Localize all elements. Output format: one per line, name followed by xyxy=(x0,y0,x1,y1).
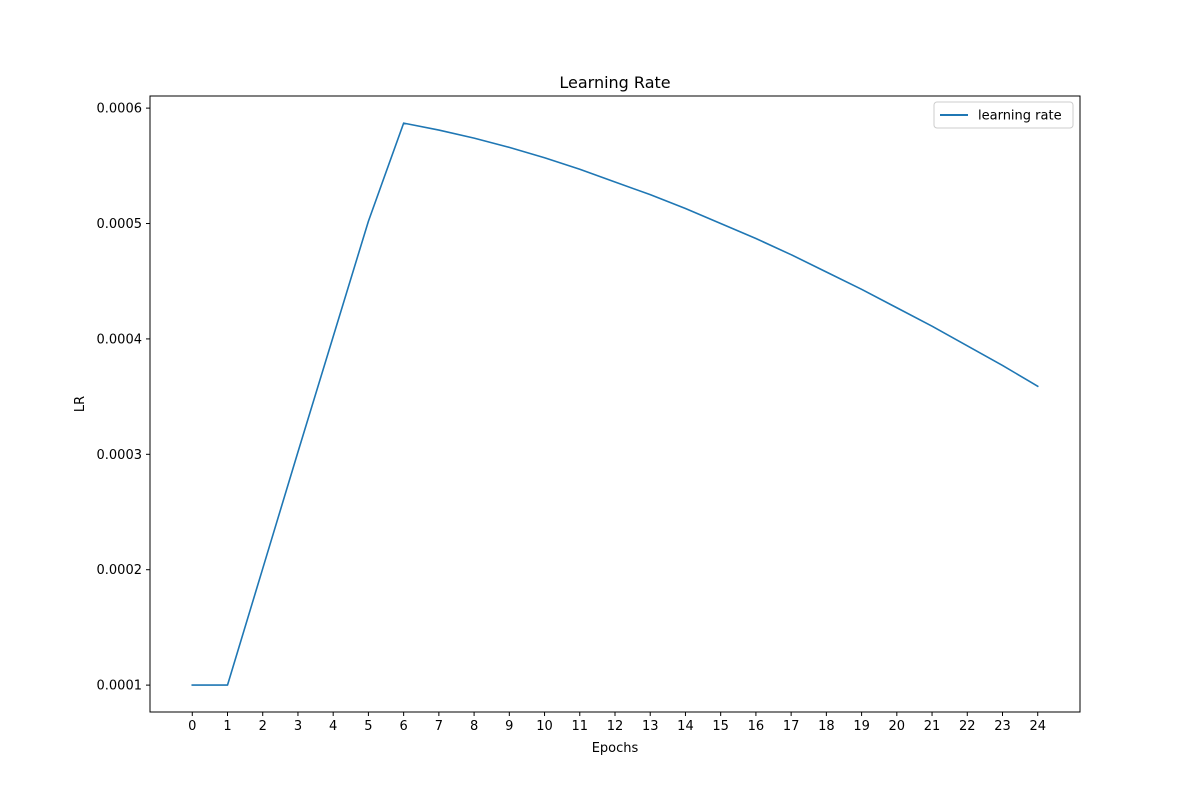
x-tick-label: 21 xyxy=(924,719,941,734)
x-tick-label: 7 xyxy=(435,719,443,734)
x-tick-label: 1 xyxy=(223,719,231,734)
y-tick-label: 0.0002 xyxy=(97,563,143,578)
x-tick-label: 22 xyxy=(959,719,976,734)
x-tick-label: 9 xyxy=(505,719,513,734)
x-axis-title: Epochs xyxy=(592,741,639,756)
x-tick-label: 16 xyxy=(748,719,765,734)
x-tick-label: 11 xyxy=(571,719,588,734)
x-tick-label: 23 xyxy=(994,719,1011,734)
y-tick-label: 0.0003 xyxy=(97,448,143,463)
x-tick-label: 14 xyxy=(677,719,694,734)
ticks-layer: 0 1 2 3 4 5 6 7 8 9 10 11 12 13 14 15 16 17 18 19 20 21 22 23 24… xyxy=(97,102,1047,734)
x-tick-label: 19 xyxy=(853,719,870,734)
y-tick-label: 0.0004 xyxy=(97,332,143,347)
x-tick-label: 18 xyxy=(818,719,835,734)
legend: learning rate xyxy=(933,101,1074,129)
x-tick-label: 4 xyxy=(329,719,337,734)
x-tick-label: 0 xyxy=(188,719,196,734)
x-tick-label: 8 xyxy=(470,719,478,734)
x-tick-label: 13 xyxy=(642,719,659,734)
x-tick-label: 10 xyxy=(536,719,553,734)
series-line-learning-rate xyxy=(191,122,1039,686)
y-tick-label: 0.0001 xyxy=(97,679,143,694)
series-layer xyxy=(191,122,1039,686)
y-tick-label: 0.0006 xyxy=(97,102,143,117)
x-tick-label: 24 xyxy=(1029,719,1046,734)
x-tick-label: 12 xyxy=(607,719,624,734)
y-axis-title: LR xyxy=(73,396,88,412)
plot-area-frame xyxy=(149,95,1081,713)
x-tick-label: 5 xyxy=(364,719,372,734)
chart-title: Learning Rate xyxy=(559,73,670,92)
legend-box xyxy=(933,101,1074,129)
legend-label: learning rate xyxy=(978,109,1062,124)
x-tick-label: 17 xyxy=(783,719,800,734)
y-tick-label: 0.0005 xyxy=(97,217,143,232)
x-tick-label: 6 xyxy=(399,719,407,734)
x-tick-label: 20 xyxy=(889,719,906,734)
x-tick-label: 2 xyxy=(259,719,267,734)
x-tick-label: 15 xyxy=(712,719,729,734)
x-tick-label: 3 xyxy=(294,719,302,734)
